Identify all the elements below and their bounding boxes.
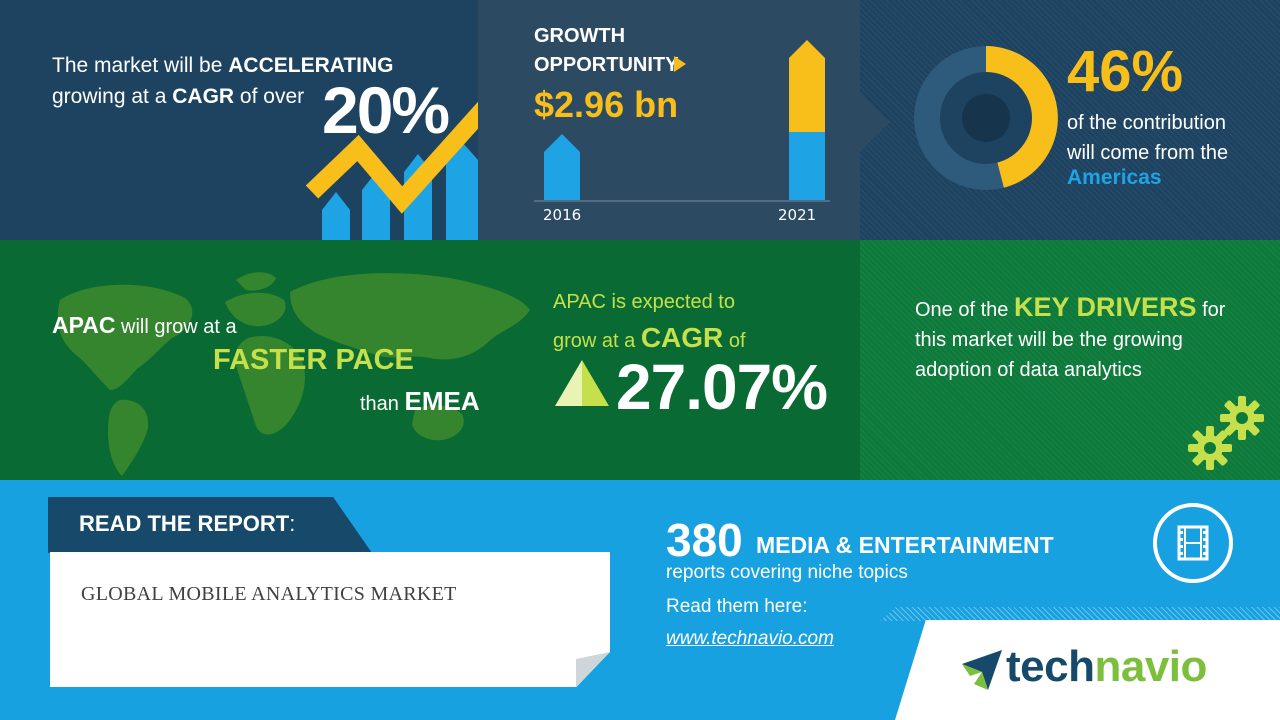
film-icon xyxy=(1153,503,1233,583)
read-report-label: READ THE REPORT: xyxy=(79,511,296,536)
contribution-text: of the contribution will come from the xyxy=(1067,112,1229,164)
apac-cagr-text: APAC is expected to grow at a CAGR of xyxy=(553,291,746,353)
stripe-band xyxy=(880,607,1280,621)
opportunity-value: $2.96 bn xyxy=(534,84,679,125)
report-title[interactable]: GLOBAL MOBILE ANALYTICS MARKET xyxy=(81,583,457,605)
covering-text: reports covering niche topics xyxy=(666,562,908,583)
cagr-text: The market will be ACCELERATING growing … xyxy=(52,54,394,108)
donut-chart-icon xyxy=(914,46,1058,190)
contribution-region: Americas xyxy=(1067,166,1162,189)
opportunity-bars-icon xyxy=(534,40,830,202)
technavio-brand: technavio xyxy=(1006,642,1207,691)
gear-icon xyxy=(1188,396,1264,470)
technavio-logo-icon xyxy=(962,650,1002,690)
year-start: 2016 xyxy=(543,206,582,224)
year-end: 2021 xyxy=(778,206,817,224)
apac-panel: APAC will grow at a FASTER PACE than EME… xyxy=(0,240,860,480)
world-map-icon xyxy=(57,272,530,476)
apac-growth-text: APAC will grow at a xyxy=(52,312,237,338)
drivers-text: One of the KEY DRIVERS for this market w… xyxy=(915,292,1226,381)
report-card[interactable] xyxy=(50,552,610,687)
brand-corner xyxy=(895,620,1280,720)
opportunity-panel: GROWTH OPPORTUNITY $2.96 bn 2016 2021 xyxy=(478,0,860,240)
contribution-percent: 46% xyxy=(1067,39,1184,104)
contribution-panel: 46% of the contribution will come from t… xyxy=(860,0,1280,240)
report-count: 380 xyxy=(666,514,743,566)
cagr-value: 20% xyxy=(322,73,450,147)
triangle-icon xyxy=(555,360,609,406)
drivers-panel: One of the KEY DRIVERS for this market w… xyxy=(860,240,1280,480)
play-triangle-icon xyxy=(674,56,686,72)
growth-panel: The market will be ACCELERATING growing … xyxy=(0,0,478,240)
than-emea-text: than EMEA xyxy=(360,386,480,416)
read-report-tab xyxy=(48,497,372,553)
report-category: MEDIA & ENTERTAINMENT xyxy=(756,532,1054,558)
opportunity-label: GROWTH OPPORTUNITY xyxy=(534,25,679,76)
apac-cagr-value: 27.07% xyxy=(616,351,828,423)
faster-pace-text: FASTER PACE xyxy=(213,344,414,376)
panel-arrow-icon xyxy=(860,92,890,152)
read-them-text: Read them here: xyxy=(666,596,808,617)
technavio-link[interactable]: www.technavio.com xyxy=(666,628,834,649)
growth-bars-arrow-icon xyxy=(305,101,478,240)
promo-panel: READ THE REPORT: GLOBAL MOBILE ANALYTICS… xyxy=(0,480,1280,720)
